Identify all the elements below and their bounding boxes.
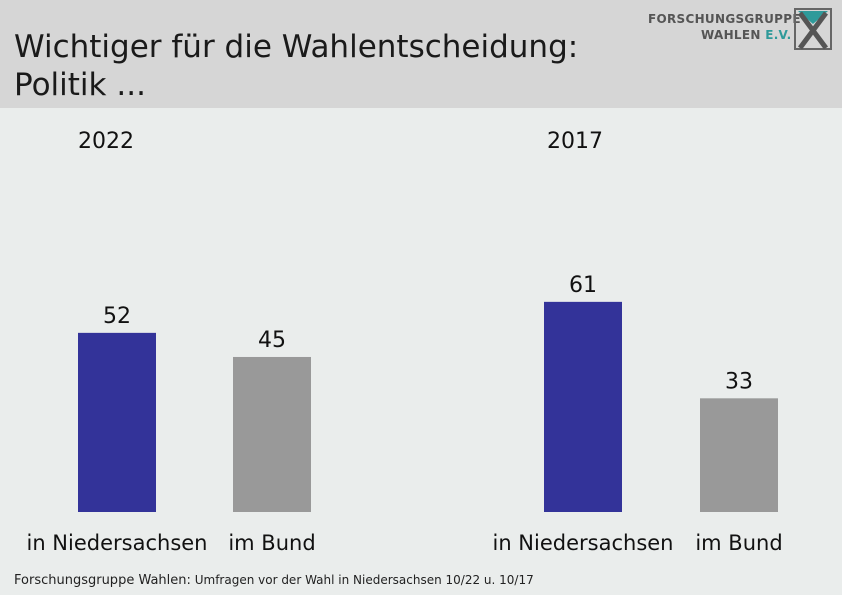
- logo-text-line-1: FORSCHUNGSGRUPPE: [648, 12, 801, 26]
- category-label-2022-im-bund: im Bund: [228, 531, 315, 555]
- bar-chart: 2022 52 in Niedersachsen 45 im Bund 2017 61 in …: [26, 129, 782, 555]
- logo-text-wahlen: WAHLEN: [701, 28, 766, 42]
- bar-2022-in-niedersachsen: [78, 332, 156, 512]
- logo-text-ev: E.V.: [765, 28, 792, 42]
- fgw-x-logo-icon: [794, 8, 832, 50]
- value-label-2022-im-bund: 45: [258, 328, 286, 353]
- value-label-2022-in-niedersachsen: 52: [103, 304, 131, 329]
- fgw-logo: FORSCHUNGSGRUPPE WAHLEN E.V.: [648, 8, 834, 54]
- logo-text-line-2: WAHLEN E.V.: [701, 28, 791, 42]
- group-label-2022: 2022: [78, 129, 134, 154]
- page-title: Wichtiger für die Wahlentscheidung: Poli…: [14, 28, 578, 104]
- title-line-2: Politik ...: [14, 67, 146, 103]
- bar-2017-im-bund: [700, 398, 778, 512]
- category-label-2017-im-bund: im Bund: [695, 531, 782, 555]
- footer-note: Umfragen vor der Wahl in Niedersachsen 1…: [190, 573, 534, 587]
- value-label-2017-in-niedersachsen: 61: [569, 273, 597, 298]
- group-label-2017: 2017: [547, 129, 603, 154]
- title-line-1: Wichtiger für die Wahlentscheidung:: [14, 29, 579, 65]
- header-band: Wichtiger für die Wahlentscheidung: Poli…: [0, 0, 842, 108]
- source-footer: Forschungsgruppe Wahlen: Umfragen vor de…: [14, 573, 534, 588]
- category-label-2022-in-niedersachsen: in Niedersachsen: [26, 531, 207, 555]
- category-label-2017-in-niedersachsen: in Niedersachsen: [492, 531, 673, 555]
- bar-2022-im-bund: [233, 356, 311, 512]
- value-label-2017-im-bund: 33: [725, 369, 753, 394]
- footer-source: Forschungsgruppe Wahlen:: [14, 573, 191, 588]
- bar-2017-in-niedersachsen: [544, 301, 622, 512]
